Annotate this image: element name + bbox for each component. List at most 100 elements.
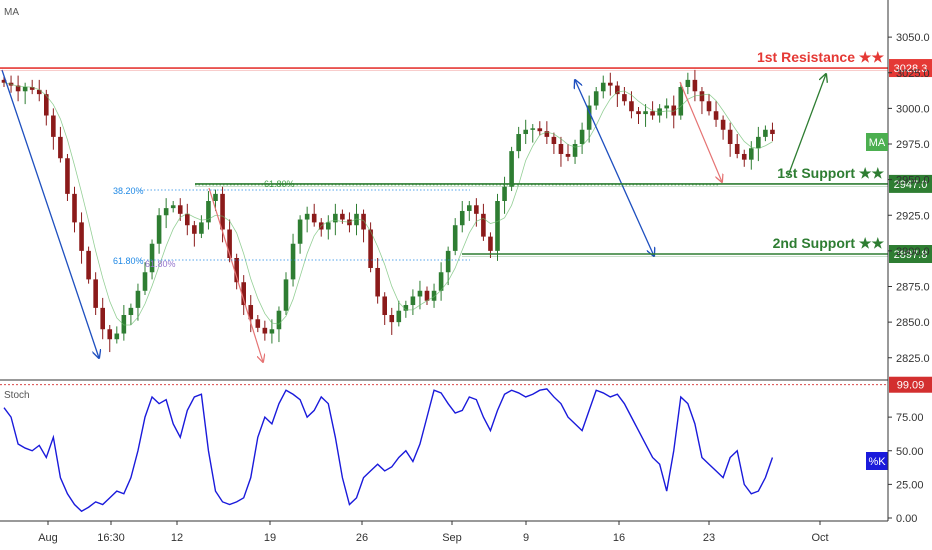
candle-body: [192, 225, 197, 234]
candle-body: [636, 111, 641, 115]
candle-body: [537, 128, 543, 132]
candle-body: [220, 193, 225, 230]
candle-body: [678, 87, 684, 116]
green-arrow-up: [787, 74, 826, 177]
candle-body: [615, 85, 620, 95]
candle-body: [481, 213, 486, 237]
candle-body: [664, 105, 669, 109]
candle-body: [417, 290, 423, 297]
candle-body: [629, 101, 634, 112]
level-label: 2nd Support ★★: [773, 235, 885, 251]
stoch-upper-tag: [889, 376, 932, 393]
candle-body: [530, 128, 536, 130]
candle-body: [185, 213, 190, 226]
level-price-tag: [889, 245, 932, 264]
k-badge: [866, 452, 888, 470]
candle-body: [276, 310, 282, 330]
candle-body: [262, 327, 268, 334]
level-lines: 1st Resistance ★★ 3028.3 1st Support ★★ 294…: [0, 49, 932, 264]
candle-body: [22, 87, 28, 92]
stoch-tick-label: 50.00: [896, 446, 924, 458]
candle-body: [671, 105, 677, 116]
candle-body: [333, 213, 338, 223]
stochastic-panel: 99.09 %K: [0, 376, 932, 513]
candle-body: [763, 129, 768, 137]
candle-body: [65, 158, 70, 194]
candle-body: [403, 305, 409, 311]
candle-body: [431, 290, 437, 301]
price-tick-label: 2825.0: [896, 353, 930, 365]
trend-arrow-down-1: [1, 69, 99, 358]
price-tick-label: 2950.0: [896, 175, 930, 187]
candle-body: [170, 205, 176, 209]
pink-arrow-2: [679, 81, 722, 182]
candle-body: [304, 213, 310, 220]
candle-body: [565, 153, 571, 157]
stoch-k-line: [3, 388, 774, 513]
candle-body: [727, 129, 733, 144]
stoch-indicator-label: Stoch: [4, 390, 30, 401]
stoch-tick-label: 0.00: [896, 513, 917, 525]
candle-body: [213, 193, 218, 201]
candle-body: [86, 250, 91, 280]
candle-body: [445, 250, 451, 273]
candle-body: [15, 85, 21, 92]
stoch-tick-label: 75.00: [896, 412, 924, 424]
candle-body: [424, 290, 430, 301]
candle-body: [326, 222, 331, 230]
time-tick-label: Oct: [811, 532, 828, 544]
price-indicator-label: MA: [4, 7, 19, 18]
level-price-tag: [889, 174, 932, 193]
stoch-upper-tag-text: 99.09: [897, 380, 925, 392]
candle-body: [1, 79, 7, 83]
candle-body: [58, 136, 63, 159]
candle-body: [156, 215, 162, 244]
candle-body: [206, 201, 211, 223]
pink-arrow-1: [208, 187, 263, 362]
candle-body: [459, 210, 465, 226]
price-tick-label: 2875.0: [896, 282, 930, 294]
candle-body: [297, 219, 303, 244]
fib-label: 38.20%: [113, 186, 144, 196]
candle-body: [495, 201, 500, 251]
candle-body: [734, 144, 740, 154]
candle-body: [699, 91, 705, 102]
candle-body: [93, 279, 98, 308]
time-tick-label: 23: [703, 532, 715, 544]
fib-label: 61.80%: [145, 259, 176, 269]
candle-body: [551, 136, 557, 144]
price-tick-label: 2900.0: [896, 246, 930, 258]
candle-body: [227, 229, 232, 258]
candle-body: [608, 82, 613, 86]
candle-body: [692, 79, 698, 92]
candle-body: [410, 296, 416, 306]
candle-body: [290, 243, 296, 280]
candle-body: [340, 213, 345, 220]
time-tick-label: 26: [356, 532, 368, 544]
candle-body: [72, 193, 77, 223]
candle-body: [121, 315, 127, 334]
candle-body: [149, 243, 155, 273]
candle-body: [544, 131, 550, 137]
candle-body: [600, 82, 606, 92]
ma-badge-text: MA: [869, 137, 886, 149]
candle-body: [311, 213, 317, 223]
level-price-tag-text: 3028.3: [894, 63, 928, 75]
candle-body: [51, 115, 56, 137]
candle-body: [163, 208, 169, 216]
level-price-tag: [889, 59, 932, 78]
candle-body: [142, 272, 148, 291]
candle-body: [467, 205, 472, 211]
candle-body: [248, 305, 254, 320]
time-tick-label: 16:30: [97, 532, 125, 544]
candle-body: [770, 129, 775, 135]
candle-body: [749, 148, 754, 160]
candle-body: [488, 236, 493, 251]
candle-body: [572, 144, 578, 157]
level-label: 1st Support ★★: [777, 165, 884, 181]
candle-body: [177, 205, 183, 214]
time-tick-label: 9: [523, 532, 529, 544]
candle-body: [685, 79, 691, 87]
candle-body: [36, 89, 42, 95]
